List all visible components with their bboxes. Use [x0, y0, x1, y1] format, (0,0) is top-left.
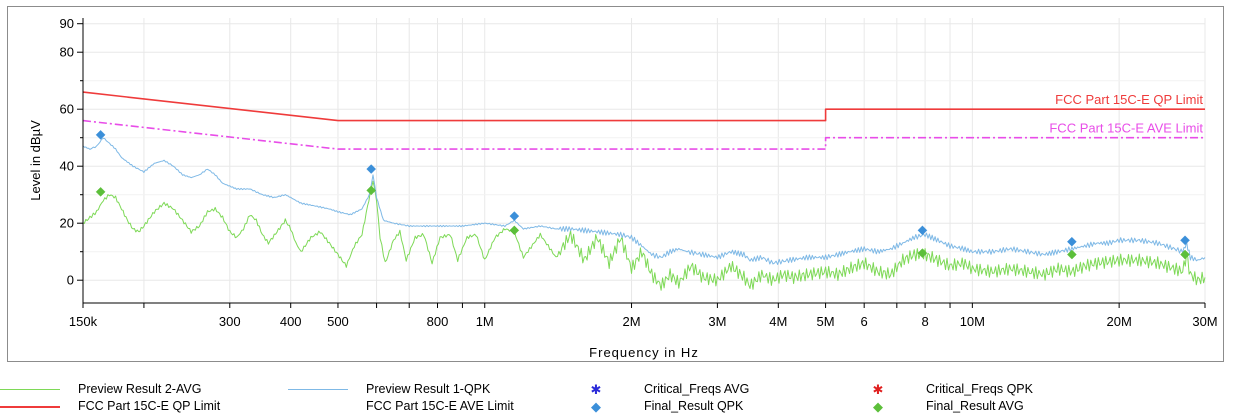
x-tick-label: 20M: [1106, 314, 1131, 329]
x-tick-label: 8: [921, 314, 928, 329]
series-layer: FCC Part 15C-E QP Limit FCC Part 15C-E AV…: [82, 91, 1206, 291]
y-tick-label: 90: [60, 16, 74, 31]
legend-label-preview-avg: Preview Result 2-AVG: [78, 382, 202, 396]
legend: Preview Result 2-AVG Preview Result 1-QP…: [0, 380, 1233, 417]
legend-label-final-avg: Final_Result AVG: [926, 399, 1024, 413]
x-tick-label: 6: [861, 314, 868, 329]
x-axis-label: Frequency in Hz: [589, 345, 699, 360]
x-tick-label: 5M: [817, 314, 835, 329]
x-tick-label: 1M: [476, 314, 494, 329]
legend-swatch-preview-avg: [0, 389, 60, 390]
marker-final-result-qpk: [95, 129, 106, 140]
marker-final-result-avg: [95, 186, 106, 197]
marker-final-result-qpk: [1067, 236, 1077, 247]
diamond-icon: ◆: [591, 399, 601, 414]
legend-label-final-qpk: Final_Result QPK: [644, 399, 744, 413]
y-tick-label: 20: [60, 216, 74, 231]
x-tick-label: 800: [427, 314, 449, 329]
y-tick-label: 40: [60, 159, 74, 174]
y-tick-label: 60: [60, 102, 74, 117]
x-tick-label: 300: [219, 314, 241, 329]
y-tick-label: 0: [67, 273, 74, 288]
star-icon: ✱: [590, 382, 602, 397]
series-fcc-part-15c-e-qp-limit: [82, 91, 1205, 122]
x-tick-label: 2M: [622, 314, 640, 329]
x-tick-label: 500: [327, 314, 349, 329]
series-preview-result-1-qpk: [82, 137, 1206, 265]
x-tick-label: 400: [280, 314, 302, 329]
marker-final-result-qpk: [509, 211, 520, 221]
x-tick-label: 10M: [960, 314, 985, 329]
diamond-icon: ◆: [873, 399, 883, 414]
legend-label-critical-qpk: Critical_Freqs QPK: [926, 382, 1033, 396]
x-tick-label: 150k: [69, 314, 98, 329]
marker-final-result-avg: [366, 185, 377, 196]
marker-final-result-avg: [917, 248, 928, 258]
marker-final-result-qpk: [366, 164, 377, 174]
legend-label-ave-limit: FCC Part 15C-E AVE Limit: [366, 399, 514, 413]
legend-swatch-preview-qpk: [288, 389, 348, 390]
marker-final-result-qpk: [917, 225, 928, 236]
limit-label: FCC Part 15C-E AVE Limit: [1049, 121, 1203, 136]
x-tick-label: 4M: [769, 314, 787, 329]
y-tick-label: 80: [60, 45, 74, 60]
series-fcc-part-15c-e-ave-limit: [82, 119, 1205, 150]
x-tick-label: 30M: [1192, 314, 1217, 329]
legend-label-qp-limit: FCC Part 15C-E QP Limit: [78, 399, 221, 413]
x-tick-label: 3M: [708, 314, 726, 329]
marker-final-result-avg: [509, 225, 520, 236]
star-icon: ✱: [872, 382, 884, 397]
marker-layer: [95, 129, 1190, 260]
axes: [77, 18, 1206, 308]
legend-swatch-qp-limit: [0, 406, 60, 408]
grid: [82, 18, 1206, 303]
legend-label-preview-qpk: Preview Result 1-QPK: [366, 382, 491, 396]
limit-label: FCC Part 15C-E QP Limit: [1055, 92, 1203, 107]
marker-final-result-qpk: [1180, 235, 1190, 246]
legend-label-critical-avg: Critical_Freqs AVG: [644, 382, 750, 396]
marker-final-result-avg: [1180, 249, 1190, 260]
tick-labels: 0 20 40 60 80 90 150k 300 400 500 800 1M 2M 3M 4M 5M 6 8 1…: [60, 16, 1218, 329]
series-preview-result-2-avg: [82, 180, 1206, 291]
marker-final-result-avg: [1067, 249, 1077, 260]
y-axis-label: Level in dBµV: [28, 120, 43, 201]
